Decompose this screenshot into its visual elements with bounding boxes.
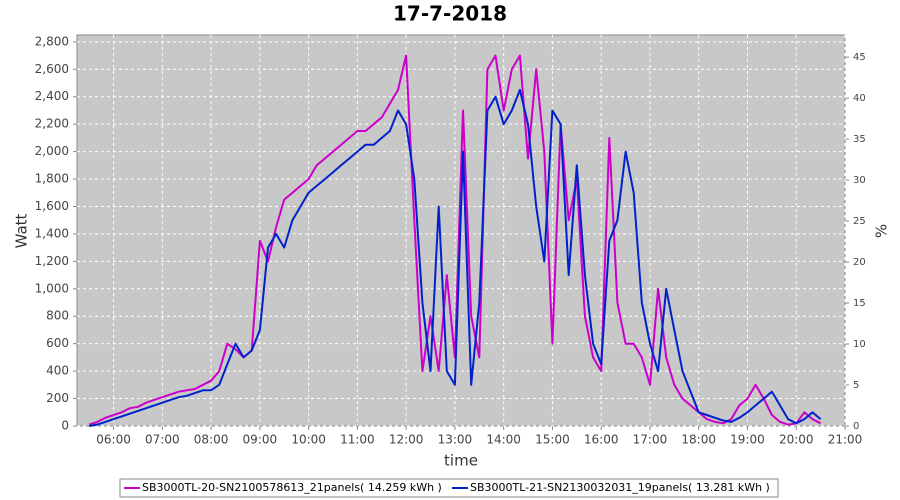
y-tick-label: 400 — [46, 364, 69, 378]
y-tick-label: 600 — [46, 336, 69, 350]
y-tick-label: 2,400 — [35, 89, 69, 103]
y-tick-label: 1,200 — [35, 254, 69, 268]
y-tick-label: 2,000 — [35, 144, 69, 158]
y2-tick-label: 35 — [853, 134, 866, 145]
x-tick-label: 08:00 — [194, 433, 229, 447]
x-tick-label: 20:00 — [779, 433, 814, 447]
y-tick-label: 0 — [61, 419, 69, 433]
x-tick-label: 06:00 — [96, 433, 131, 447]
x-tick-label: 15:00 — [535, 433, 570, 447]
x-tick-label: 19:00 — [730, 433, 765, 447]
legend-label: SB3000TL-21-SN2130032031_19panels( 13.28… — [470, 481, 770, 494]
y2-tick-label: 20 — [853, 257, 866, 268]
y-tick-label: 2,200 — [35, 117, 69, 131]
x-tick-label: 10:00 — [291, 433, 326, 447]
legend-label: SB3000TL-20-SN2100578613_21panels( 14.25… — [142, 481, 442, 494]
y2-axis-label: % — [873, 224, 891, 238]
y-tick-label: 2,600 — [35, 62, 69, 76]
y2-tick-label: 15 — [853, 298, 866, 309]
y2-tick-label: 30 — [853, 175, 866, 186]
y-tick-label: 1,600 — [35, 199, 69, 213]
y-tick-label: 1,800 — [35, 172, 69, 186]
y-axis-label: Watt — [13, 213, 31, 248]
x-tick-label: 12:00 — [389, 433, 424, 447]
x-tick-label: 07:00 — [145, 433, 180, 447]
y2-tick-label: 40 — [853, 93, 866, 104]
x-tick-label: 11:00 — [340, 433, 375, 447]
y-tick-label: 200 — [46, 391, 69, 405]
y-tick-label: 1,400 — [35, 226, 69, 240]
y2-tick-label: 25 — [853, 216, 866, 227]
x-axis-label: time — [444, 452, 478, 470]
legend — [119, 478, 779, 498]
y-tick-label: 2,800 — [35, 34, 69, 48]
y2-tick-label: 5 — [853, 380, 859, 391]
y2-tick-label: 0 — [853, 421, 859, 432]
x-tick-label: 09:00 — [243, 433, 278, 447]
x-tick-label: 14:00 — [486, 433, 521, 447]
x-tick-label: 18:00 — [681, 433, 716, 447]
x-tick-label: 21:00 — [828, 433, 863, 447]
y2-tick-label: 45 — [853, 52, 866, 63]
series-line — [89, 88, 822, 427]
chart-title: 17-7-2018 — [393, 2, 507, 26]
y2-tick-label: 10 — [853, 339, 866, 350]
x-tick-label: 16:00 — [584, 433, 619, 447]
y-tick-label: 800 — [46, 309, 69, 323]
x-tick-label: 17:00 — [633, 433, 668, 447]
x-tick-label: 13:00 — [438, 433, 473, 447]
y-tick-label: 1,000 — [35, 281, 69, 295]
